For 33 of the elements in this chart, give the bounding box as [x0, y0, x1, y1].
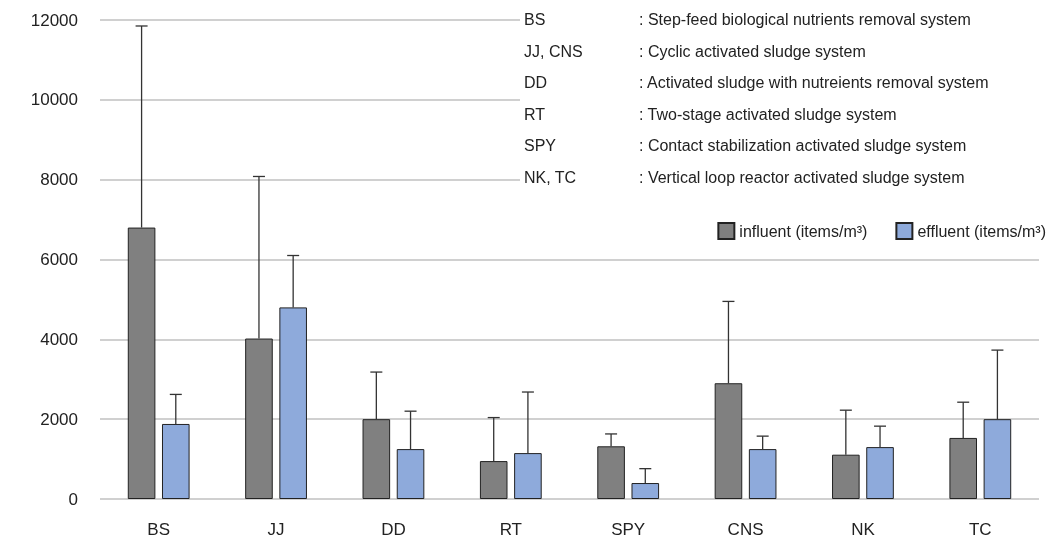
x-tick-label: SPY	[611, 520, 646, 539]
y-tick-label: 8000	[40, 170, 78, 190]
y-tick-label: 2000	[40, 409, 78, 429]
bar	[514, 453, 542, 499]
x-tick-label: JJ	[267, 520, 285, 539]
bar	[362, 419, 391, 499]
y-tick-label: 10000	[30, 90, 78, 110]
legend-label: influent (items/m³)	[739, 222, 868, 240]
bar	[479, 461, 508, 499]
y-tick-label: 6000	[40, 250, 78, 269]
bar	[714, 383, 743, 499]
x-tick-label: CNS	[727, 520, 764, 539]
bar	[832, 454, 860, 499]
x-tick-label: RT	[499, 520, 522, 539]
legend-label: effluent (items/m³)	[917, 222, 1046, 240]
x-tick-label: DD	[381, 520, 406, 539]
bar	[127, 227, 156, 499]
bar	[748, 449, 777, 499]
bar	[949, 437, 977, 499]
bar	[245, 338, 273, 499]
x-tick-label: TC	[968, 520, 992, 539]
y-tick-label: 0	[68, 489, 78, 509]
x-tick-label: NK	[851, 520, 876, 539]
bar	[279, 307, 307, 499]
bar	[866, 447, 894, 499]
bar	[396, 449, 425, 499]
y-tick-label: 4000	[40, 329, 78, 349]
y-tick-label: 12000	[30, 10, 78, 30]
x-tick-label: BS	[147, 520, 171, 539]
bar	[162, 423, 190, 499]
bar	[983, 419, 1012, 499]
bar	[631, 483, 660, 499]
bar	[597, 446, 625, 499]
